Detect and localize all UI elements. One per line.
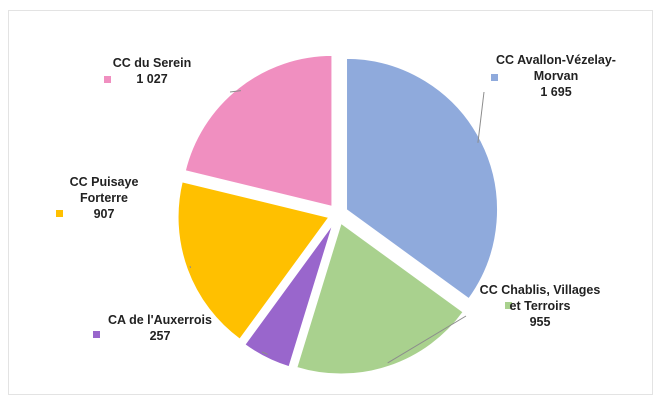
data-label-cc-puisaye-forterre: CC Puisaye Forterre 907: [70, 175, 139, 221]
data-label-name: Forterre: [80, 191, 128, 205]
data-label-value: 907: [94, 207, 115, 221]
pie-slice-cc-du-serein: [183, 53, 334, 209]
data-label-value: 1 027: [136, 72, 167, 86]
label-marker-cc-chablis-villages-et-terroirs: [505, 302, 512, 309]
data-label-name: CC Chablis, Villages: [480, 283, 601, 297]
data-label-cc-avallon-v-zelay-morvan: CC Avallon-Vézelay- Morvan 1 695: [496, 53, 616, 99]
pie-slice-cc-chablis-villages-et-terroirs: [294, 220, 466, 376]
leader-line-ca-de-l-auxerrois: [261, 351, 268, 355]
data-label-ca-de-l-auxerrois: CA de l'Auxerrois 257: [108, 313, 212, 343]
label-marker-cc-avallon-v-zelay-morvan: [491, 74, 498, 81]
leader-line-cc-avallon-v-zelay-morvan: [477, 91, 485, 143]
data-label-name: Morvan: [534, 69, 578, 83]
data-label-name: CC Puisaye: [70, 175, 139, 189]
leader-line-cc-du-serein: [229, 90, 242, 93]
pie-slice-ca-de-l-auxerrois: [242, 221, 335, 369]
leader-line-cc-puisaye-forterre: [189, 265, 192, 269]
data-label-name: et Terroirs: [510, 299, 571, 313]
chart-frame: [8, 10, 653, 395]
pie-slice-cc-avallon-v-zelay-morvan: [345, 56, 499, 301]
data-label-name: CC du Serein: [113, 56, 192, 70]
label-marker-cc-du-serein: [104, 76, 111, 83]
data-label-cc-chablis-villages-et-terroirs: CC Chablis, Villages et Terroirs 955: [480, 283, 601, 329]
pie-slice-cc-puisaye-forterre: [176, 180, 332, 342]
label-marker-cc-puisaye-forterre: [56, 210, 63, 217]
data-label-cc-du-serein: CC du Serein 1 027: [113, 56, 192, 86]
data-label-name: CC Avallon-Vézelay-: [496, 53, 616, 67]
data-label-name: CA de l'Auxerrois: [108, 313, 212, 327]
data-label-value: 1 695: [540, 85, 571, 99]
data-label-value: 257: [150, 329, 171, 343]
leader-line-cc-chablis-villages-et-terroirs: [387, 315, 467, 364]
label-marker-ca-de-l-auxerrois: [93, 331, 100, 338]
data-label-value: 955: [530, 315, 551, 329]
